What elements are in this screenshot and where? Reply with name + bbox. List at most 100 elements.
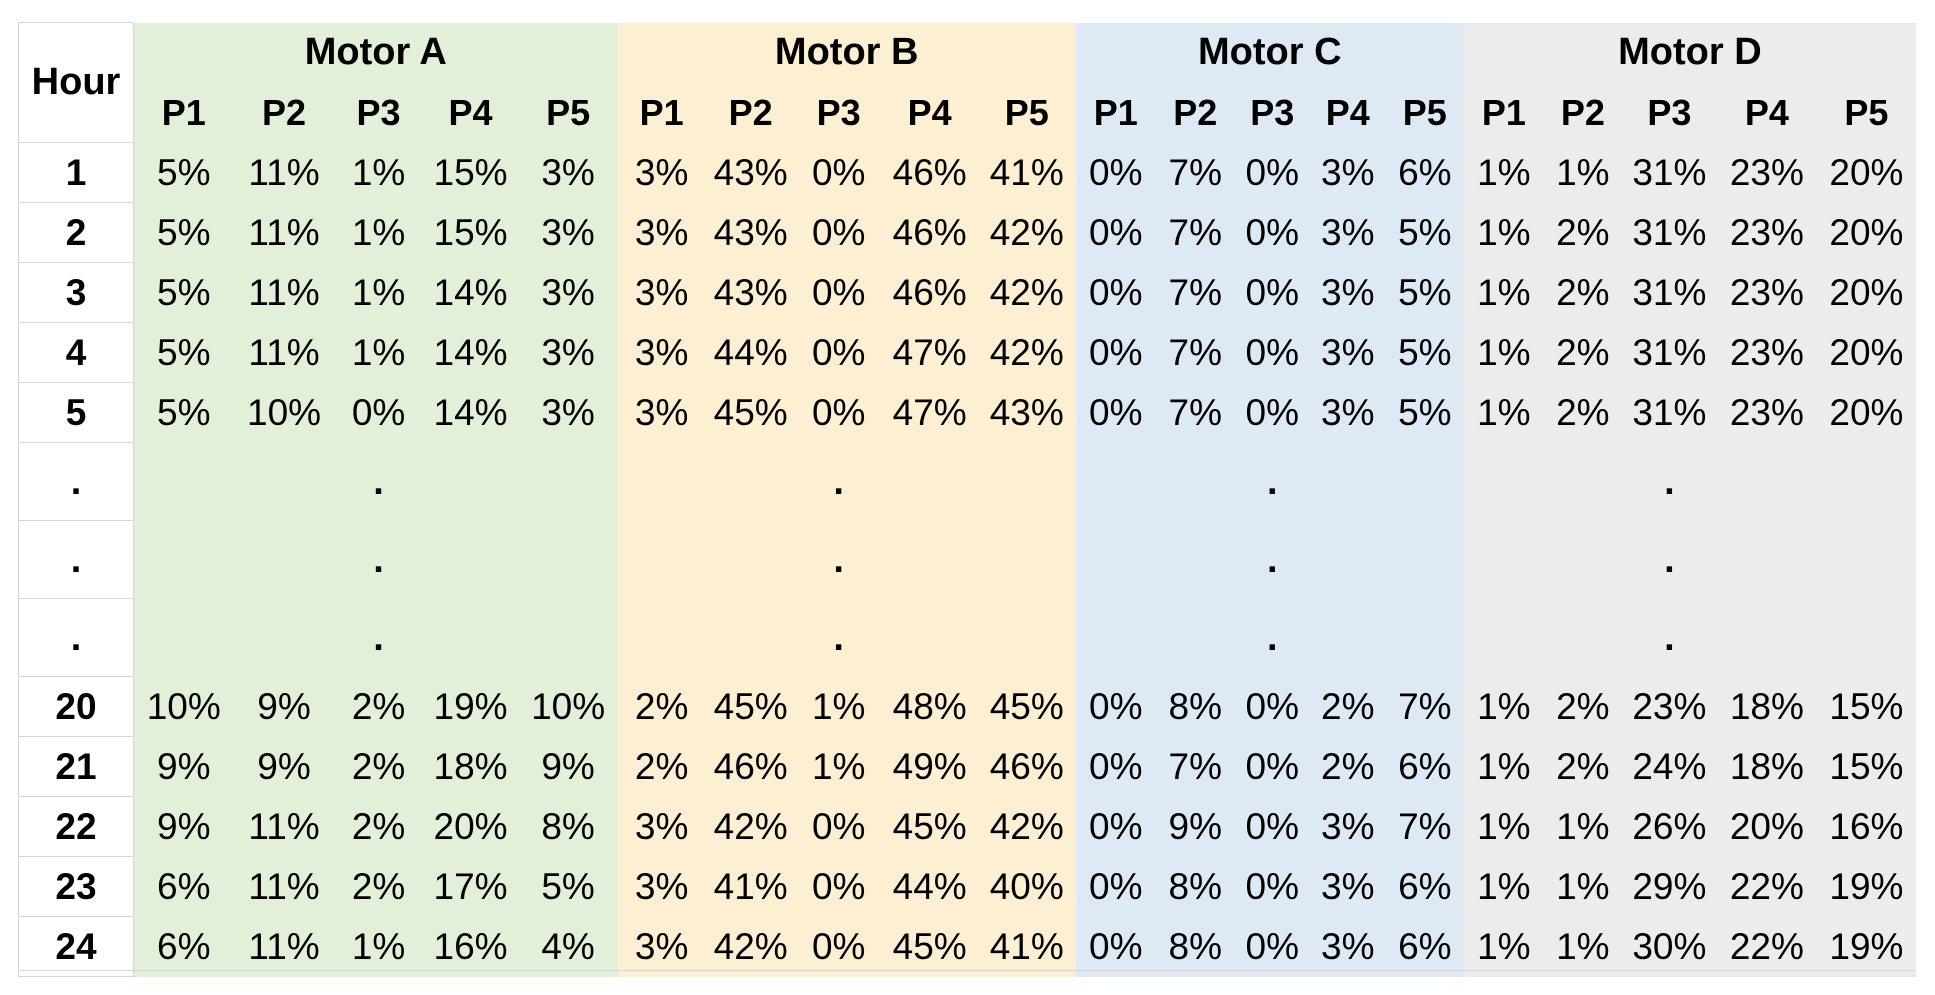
value-cell: 1% <box>1463 796 1544 857</box>
value-cell: 5% <box>1385 262 1464 323</box>
value-cell: 5% <box>133 142 234 203</box>
value-cell: 23% <box>1716 142 1817 203</box>
empty-cell <box>1463 520 1544 599</box>
ellipsis-row: ..... <box>17 520 1916 599</box>
column-header-c-p1: P1 <box>1075 82 1156 143</box>
value-cell: 0% <box>1075 856 1156 917</box>
value-cell: 7% <box>1155 322 1235 383</box>
value-cell: 3% <box>1309 262 1386 323</box>
value-cell: 5% <box>133 202 234 263</box>
value-cell: 20% <box>1716 796 1817 857</box>
value-cell: 45% <box>705 382 796 443</box>
column-header-b-p3: P3 <box>795 82 882 143</box>
value-cell: 0% <box>795 202 882 263</box>
column-header-b-p4: P4 <box>881 82 978 143</box>
value-cell: 42% <box>977 796 1076 857</box>
empty-cell <box>1543 598 1622 677</box>
value-cell: 49% <box>881 736 978 797</box>
value-cell: 0% <box>795 382 882 443</box>
value-cell: 2% <box>1309 676 1386 737</box>
value-cell: 5% <box>518 856 618 917</box>
value-cell: 5% <box>133 262 234 323</box>
value-cell: 8% <box>1155 916 1235 977</box>
ellipsis-dot: . <box>1621 520 1717 599</box>
value-cell: 46% <box>881 142 978 203</box>
column-header-b-p5: P5 <box>977 82 1076 143</box>
value-cell: 24% <box>1621 736 1717 797</box>
ellipsis-dot: . <box>17 598 135 677</box>
value-cell: 23% <box>1621 676 1717 737</box>
empty-cell <box>422 598 519 677</box>
empty-cell <box>233 520 335 599</box>
empty-cell <box>1155 598 1235 677</box>
value-cell: 0% <box>1234 382 1310 443</box>
ellipsis-dot: . <box>1621 442 1717 521</box>
value-cell: 5% <box>1385 322 1464 383</box>
value-cell: 3% <box>617 202 706 263</box>
value-cell: 3% <box>617 382 706 443</box>
value-cell: 0% <box>795 322 882 383</box>
empty-cell <box>617 520 706 599</box>
value-cell: 7% <box>1385 676 1464 737</box>
value-cell: 2% <box>1543 382 1622 443</box>
value-cell: 0% <box>1075 322 1156 383</box>
value-cell: 31% <box>1621 142 1717 203</box>
ellipsis-dot: . <box>1234 520 1310 599</box>
value-cell: 15% <box>422 142 519 203</box>
value-cell: 14% <box>422 322 519 383</box>
value-cell: 29% <box>1621 856 1717 917</box>
value-cell: 41% <box>977 142 1076 203</box>
table-row: 20 10% 9% 2% 19% 10% 2% 45% 1% 48% 45% 0% 8% 0% 2% 7% 1%… <box>17 676 1916 737</box>
value-cell: 16% <box>1816 796 1916 857</box>
hour-cell: 4 <box>17 322 135 383</box>
value-cell: 22% <box>1716 856 1817 917</box>
value-cell: 19% <box>1816 916 1916 977</box>
value-cell: 0% <box>1234 202 1310 263</box>
value-cell: 46% <box>705 736 796 797</box>
value-cell: 1% <box>795 676 882 737</box>
value-cell: 42% <box>705 796 796 857</box>
hour-cell: 1 <box>17 142 135 203</box>
empty-cell <box>977 520 1076 599</box>
value-cell: 6% <box>1385 916 1464 977</box>
value-cell: 31% <box>1621 202 1717 263</box>
value-cell: 2% <box>334 676 423 737</box>
ellipsis-dot: . <box>795 598 882 677</box>
value-cell: 1% <box>334 202 423 263</box>
empty-cell <box>133 598 234 677</box>
value-cell: 3% <box>617 322 706 383</box>
value-cell: 2% <box>334 796 423 857</box>
value-cell: 9% <box>1155 796 1235 857</box>
empty-cell <box>1543 442 1622 521</box>
empty-cell <box>133 520 234 599</box>
value-cell: 18% <box>1716 676 1817 737</box>
ellipsis-dot: . <box>17 520 135 599</box>
value-cell: 2% <box>1309 736 1386 797</box>
empty-cell <box>1075 520 1156 599</box>
value-cell: 45% <box>977 676 1076 737</box>
empty-cell <box>518 598 618 677</box>
value-cell: 42% <box>977 322 1076 383</box>
value-cell: 3% <box>518 322 618 383</box>
motor-header-d: Motor D <box>1463 22 1916 83</box>
ellipsis-dot: . <box>795 520 882 599</box>
column-header-d-p1: P1 <box>1463 82 1544 143</box>
empty-cell <box>1075 442 1156 521</box>
table-row: 24 6% 11% 1% 16% 4% 3% 42% 0% 45% 41% 0% 8% 0% 3% 6% 1% 1… <box>17 916 1916 977</box>
column-header-c-p3: P3 <box>1234 82 1310 143</box>
value-cell: 11% <box>233 322 335 383</box>
empty-cell <box>1816 598 1916 677</box>
value-cell: 20% <box>1816 322 1916 383</box>
value-cell: 8% <box>1155 676 1235 737</box>
value-cell: 0% <box>1234 916 1310 977</box>
value-cell: 42% <box>977 262 1076 323</box>
column-header-c-p5: P5 <box>1385 82 1464 143</box>
value-cell: 44% <box>881 856 978 917</box>
empty-cell <box>1385 598 1464 677</box>
value-cell: 43% <box>977 382 1076 443</box>
motor-header-c: Motor C <box>1075 22 1464 83</box>
value-cell: 0% <box>795 262 882 323</box>
value-cell: 40% <box>977 856 1076 917</box>
column-header-d-p2: P2 <box>1543 82 1622 143</box>
empty-cell <box>1716 598 1817 677</box>
